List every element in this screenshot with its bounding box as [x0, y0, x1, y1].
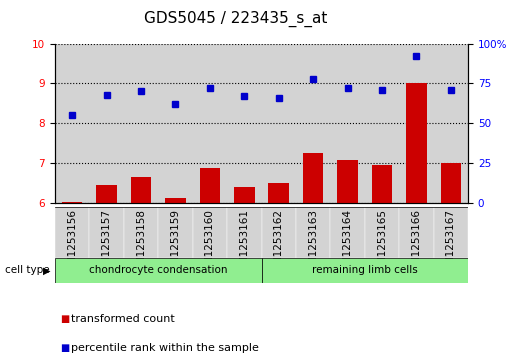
Bar: [158, 207, 192, 258]
Text: GSM1253166: GSM1253166: [412, 209, 422, 280]
Text: transformed count: transformed count: [71, 314, 174, 325]
Text: GDS5045 / 223435_s_at: GDS5045 / 223435_s_at: [144, 11, 327, 27]
Bar: [131, 176, 151, 203]
Text: ■: ■: [60, 343, 70, 354]
Bar: [337, 160, 358, 203]
Bar: [399, 207, 434, 258]
Text: GSM1253164: GSM1253164: [343, 209, 353, 280]
Text: GSM1253159: GSM1253159: [170, 209, 180, 280]
Text: chondrocyte condensation: chondrocyte condensation: [89, 265, 228, 276]
Bar: [234, 187, 255, 203]
Bar: [227, 207, 262, 258]
Bar: [406, 83, 427, 203]
Bar: [262, 258, 468, 283]
Bar: [331, 207, 365, 258]
Text: GSM1253167: GSM1253167: [446, 209, 456, 280]
Bar: [268, 183, 289, 203]
Bar: [440, 163, 461, 203]
Bar: [165, 199, 186, 203]
Bar: [192, 207, 227, 258]
Bar: [365, 207, 399, 258]
Text: percentile rank within the sample: percentile rank within the sample: [71, 343, 258, 354]
Bar: [96, 185, 117, 203]
Text: GSM1253158: GSM1253158: [136, 209, 146, 280]
Text: ■: ■: [60, 314, 70, 325]
Bar: [262, 207, 296, 258]
Bar: [192, 44, 227, 203]
Bar: [89, 44, 124, 203]
Bar: [158, 44, 192, 203]
Text: GSM1253162: GSM1253162: [274, 209, 283, 280]
Text: GSM1253161: GSM1253161: [240, 209, 249, 280]
Bar: [331, 44, 365, 203]
Text: remaining limb cells: remaining limb cells: [312, 265, 418, 276]
Text: ▶: ▶: [43, 265, 51, 276]
Bar: [365, 44, 399, 203]
Bar: [55, 258, 262, 283]
Bar: [55, 207, 89, 258]
Bar: [372, 164, 392, 203]
Bar: [227, 44, 262, 203]
Bar: [124, 44, 158, 203]
Bar: [55, 44, 89, 203]
Text: cell type: cell type: [5, 265, 50, 276]
Bar: [262, 44, 296, 203]
Text: GSM1253160: GSM1253160: [205, 209, 215, 279]
Text: GSM1253157: GSM1253157: [101, 209, 111, 280]
Text: GSM1253165: GSM1253165: [377, 209, 387, 280]
Bar: [303, 153, 323, 203]
Text: GSM1253156: GSM1253156: [67, 209, 77, 280]
Bar: [89, 207, 124, 258]
Bar: [434, 207, 468, 258]
Bar: [434, 44, 468, 203]
Bar: [296, 207, 331, 258]
Bar: [296, 44, 331, 203]
Bar: [124, 207, 158, 258]
Bar: [199, 168, 220, 203]
Text: GSM1253163: GSM1253163: [308, 209, 318, 280]
Bar: [399, 44, 434, 203]
